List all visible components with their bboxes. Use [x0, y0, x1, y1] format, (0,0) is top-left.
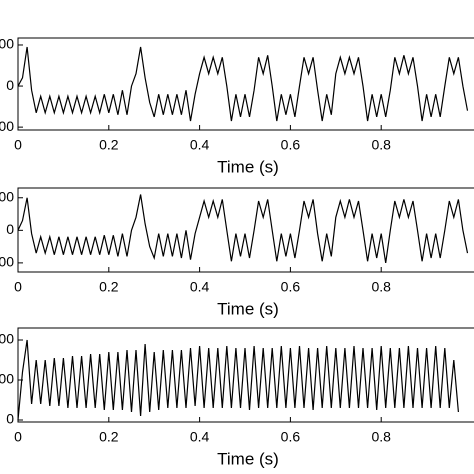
y-tick-label: 0 [6, 221, 14, 237]
x-tick-label: 0.2 [99, 137, 119, 153]
signal-line [17, 194, 469, 263]
x-tick-label: 0.8 [371, 279, 391, 295]
x-tick-label: 0.6 [281, 429, 301, 445]
plot-frame [17, 327, 474, 423]
plot-frame [17, 187, 474, 273]
x-tick-label: 0 [14, 279, 22, 295]
y-tick-label: 0 [6, 77, 14, 93]
y-tick-label: -1000 [0, 254, 14, 270]
x-tick-label: 0 [14, 429, 22, 445]
signal-line [17, 339, 459, 421]
x-tick-label: 0 [14, 137, 22, 153]
x-tick-label: 0.8 [371, 137, 391, 153]
x-tick-label: 0.2 [99, 279, 119, 295]
plot-frame [17, 37, 474, 131]
signal-line [17, 46, 469, 122]
x-tick-label: 0.4 [190, 429, 210, 445]
x-axis-label: Time (s) [217, 157, 279, 176]
y-tick-label: 1000 [0, 188, 14, 204]
x-tick-label: 0.6 [281, 279, 301, 295]
x-tick-label: 0.6 [281, 137, 301, 153]
x-tick-label: 0.4 [190, 279, 210, 295]
x-tick-label: 0.4 [190, 137, 210, 153]
y-tick-label: 2000 [0, 331, 14, 347]
x-tick-label: 0.8 [371, 429, 391, 445]
y-tick-label: 0 [6, 411, 14, 427]
y-tick-label: 1000 [0, 371, 14, 387]
x-axis-label: Time (s) [217, 299, 279, 318]
y-tick-label: 1000 [0, 36, 14, 52]
y-tick-label: -1000 [0, 118, 14, 134]
x-tick-label: 0.2 [99, 429, 119, 445]
x-axis-label: Time (s) [217, 449, 279, 468]
